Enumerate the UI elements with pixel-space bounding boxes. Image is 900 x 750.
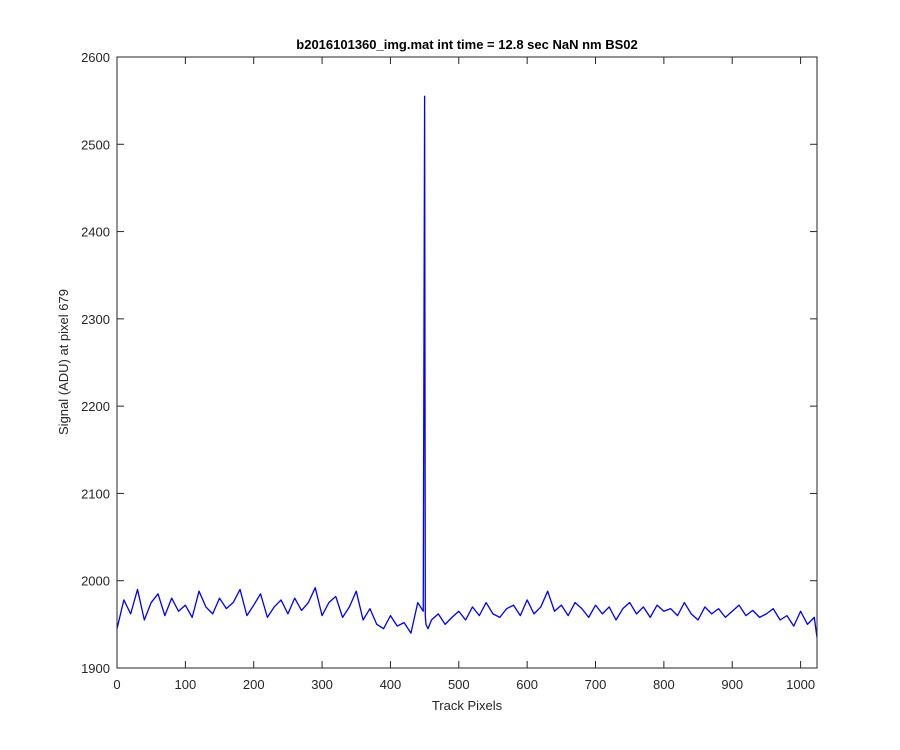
series-line-0: [116, 95, 818, 638]
x-tick-label: 100: [175, 677, 197, 692]
y-tick-label: 2100: [81, 486, 110, 501]
y-tick-label: 1900: [81, 661, 110, 676]
y-tick-label: 2500: [81, 137, 110, 152]
y-tick-label: 2600: [81, 50, 110, 65]
x-tick-label: 800: [653, 677, 675, 692]
x-tick-label: 900: [721, 677, 743, 692]
x-tick-label: 300: [311, 677, 333, 692]
x-tick-label: 200: [243, 677, 265, 692]
axes-box: [116, 56, 818, 669]
y-axis-label: Signal (ADU) at pixel 679: [56, 289, 71, 435]
y-tick-label: 2400: [81, 225, 110, 240]
chart-title: b2016101360_img.mat int time = 12.8 sec …: [296, 37, 637, 52]
x-tick-label: 400: [380, 677, 402, 692]
x-tick-label: 700: [585, 677, 607, 692]
axes-layer: 0 100 200 300 400 500 600 700 800 900 1000 1900 2000…: [81, 50, 818, 692]
y-tick-label: 2000: [81, 574, 110, 589]
plot-layer: [116, 95, 818, 638]
x-axis-label: Track Pixels: [432, 698, 503, 713]
y-tick-label: 2300: [81, 312, 110, 327]
x-tick-label: 1000: [786, 677, 815, 692]
x-tick-label: 0: [113, 677, 120, 692]
plot-area: [117, 57, 817, 668]
y-tick-label: 2200: [81, 399, 110, 414]
x-tick-label: 500: [448, 677, 470, 692]
x-tick-label: 600: [516, 677, 538, 692]
